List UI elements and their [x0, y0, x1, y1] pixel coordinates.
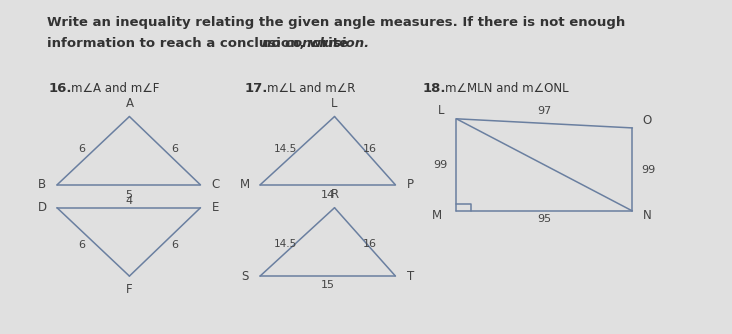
Text: 4: 4 [125, 196, 132, 206]
Text: M: M [240, 178, 250, 191]
Text: 17.: 17. [244, 82, 268, 95]
Text: A: A [125, 97, 133, 110]
Text: 5: 5 [125, 190, 132, 200]
Text: 6: 6 [171, 144, 179, 154]
Text: 15: 15 [321, 280, 335, 290]
Text: S: S [242, 270, 249, 283]
Text: 97: 97 [537, 106, 551, 116]
Text: Write an inequality relating the given angle measures. If there is not enough: Write an inequality relating the given a… [47, 16, 625, 29]
Text: F: F [126, 283, 132, 296]
Text: 6: 6 [78, 144, 86, 154]
Text: m∠L and m∠R: m∠L and m∠R [267, 82, 355, 95]
Text: 95: 95 [537, 214, 551, 224]
Text: E: E [212, 201, 219, 214]
Text: m∠A and m∠F: m∠A and m∠F [70, 82, 159, 95]
Text: 18.: 18. [422, 82, 446, 95]
Text: M: M [433, 209, 443, 222]
Text: P: P [407, 178, 414, 191]
Text: information to reach a conclusion, write: information to reach a conclusion, write [47, 37, 352, 50]
Text: L: L [332, 97, 337, 110]
Text: 16.: 16. [48, 82, 72, 95]
Text: 99: 99 [433, 160, 448, 170]
Text: 16: 16 [363, 238, 377, 248]
Text: 14.5: 14.5 [274, 144, 297, 154]
Text: C: C [212, 178, 220, 191]
Text: D: D [37, 201, 47, 214]
Text: 14.5: 14.5 [274, 238, 297, 248]
Text: B: B [38, 178, 46, 191]
Text: 6: 6 [171, 240, 179, 250]
Text: 99: 99 [641, 165, 656, 175]
Text: no conclusion.: no conclusion. [262, 37, 369, 50]
Text: L: L [438, 104, 445, 117]
Text: m∠MLN and m∠ONL: m∠MLN and m∠ONL [445, 82, 569, 95]
Text: 6: 6 [78, 240, 86, 250]
Text: 16: 16 [363, 144, 377, 154]
Text: T: T [407, 270, 414, 283]
Text: O: O [643, 114, 652, 127]
Text: R: R [330, 188, 339, 201]
Text: N: N [643, 209, 651, 222]
Text: 14: 14 [321, 190, 335, 200]
